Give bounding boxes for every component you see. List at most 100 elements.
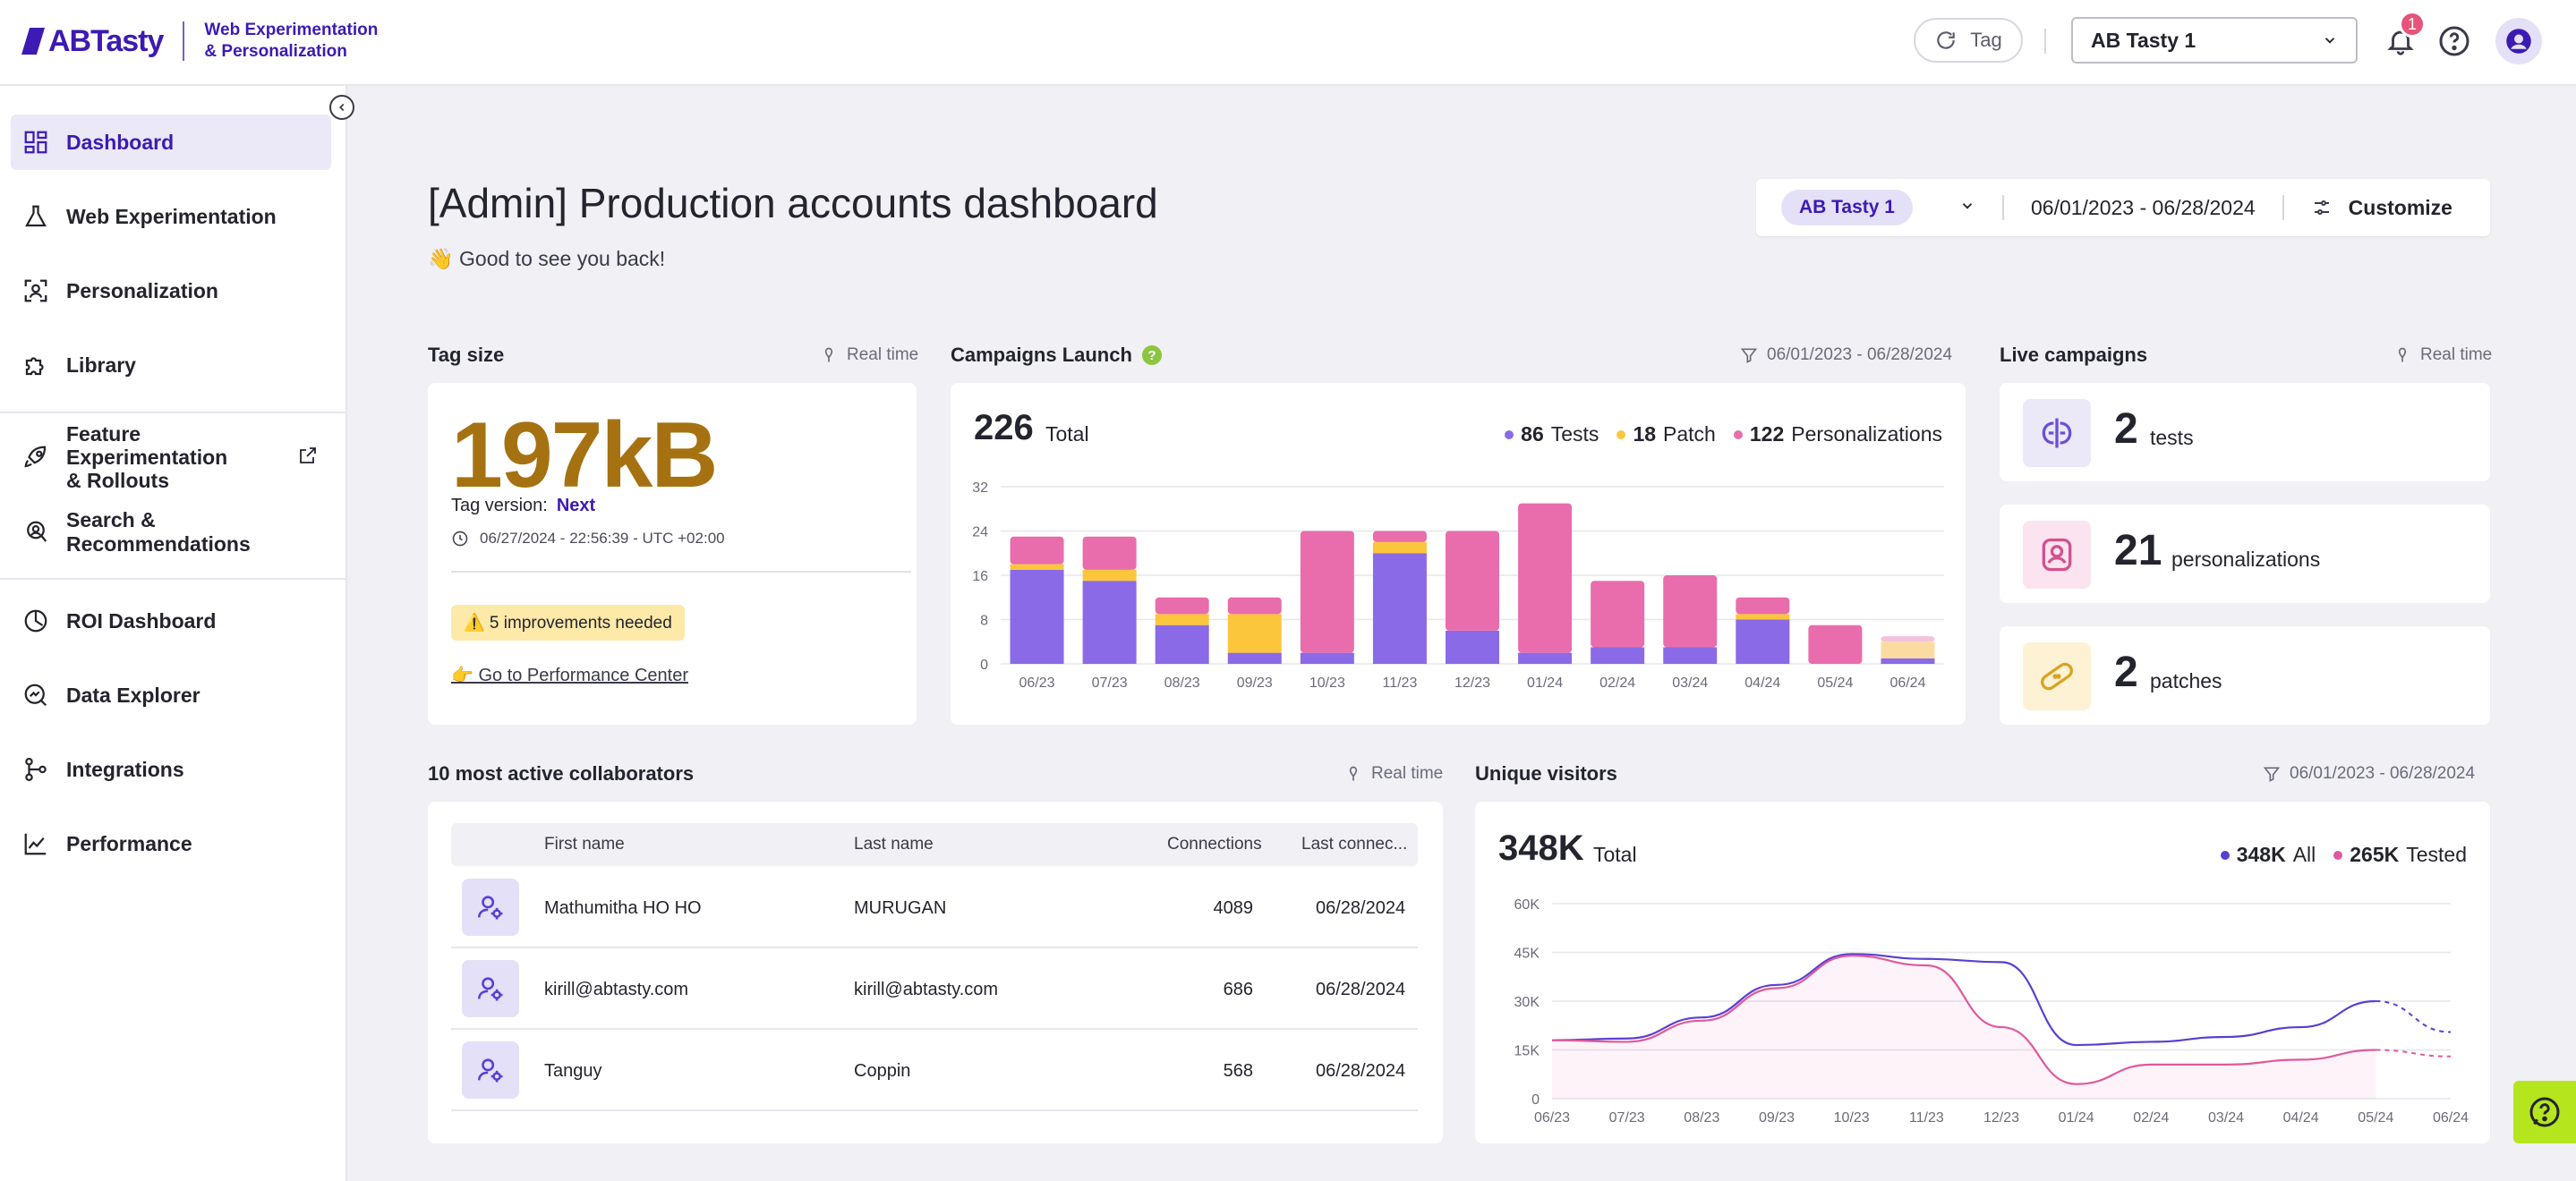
sidebar-item-library[interactable]: Library <box>11 337 331 393</box>
collaborators-card: First name Last name Connections Last co… <box>428 802 1443 1143</box>
y-tick-label: 0 <box>980 658 988 673</box>
top-bar: ABTasty Web Experimentation & Personaliz… <box>0 0 2576 86</box>
live-personalizations-card[interactable]: 21 personalizations <box>2000 505 2490 603</box>
pin-icon <box>1349 766 1358 781</box>
table-header: First name Last name Connections Last co… <box>451 823 1418 866</box>
table-row[interactable]: Tanguy Coppin 568 06/28/2024 <box>451 1031 1418 1111</box>
tag-size-card: 197kB Tag version: Next 06/27/2024 - 22:5… <box>428 383 917 725</box>
campaigns-launch-card: 226 Total 86 Tests 18 Patch 122 Personaliza… <box>951 383 1966 725</box>
bar-segment <box>1881 636 1935 642</box>
tagline-line-2: & Personalization <box>204 42 347 61</box>
live-tests-label: tests <box>2150 426 2194 449</box>
series-line <box>1551 953 2376 1047</box>
legend-label: Tests <box>1550 422 1599 446</box>
tag-size-value: 197kB <box>451 404 718 507</box>
sliders-icon <box>2314 200 2329 215</box>
campaigns-total-label: Total <box>1045 422 1089 446</box>
bar-segment <box>1372 531 1427 542</box>
filter-icon <box>2263 767 2281 782</box>
bar-segment <box>1372 553 1427 664</box>
rocket-icon <box>21 443 50 472</box>
visitors-date-filter: 06/01/2023 - 06/28/2024 <box>2263 764 2475 784</box>
floating-help-button[interactable] <box>2513 1081 2576 1143</box>
sidebar-item-label: Dashboard <box>66 130 175 154</box>
pin-icon <box>2398 347 2407 362</box>
pin-icon <box>824 347 833 362</box>
account-chip[interactable]: AB Tasty 1 <box>1781 190 1913 225</box>
sidebar-divider <box>0 412 345 413</box>
customize-button[interactable]: Customize <box>2311 196 2452 220</box>
help-icon[interactable]: ? <box>1141 344 1163 366</box>
table-row[interactable]: kirill@abtasty.com kirill@abtasty.com 68… <box>451 949 1418 1030</box>
sidebar-item-personalization[interactable]: Personalization <box>11 263 331 319</box>
live-tests-card[interactable]: 2 tests <box>2000 383 2490 481</box>
bar-segment <box>1010 536 1064 565</box>
y-tick-label: 60K <box>1514 897 1540 913</box>
bar-segment <box>1881 641 1935 658</box>
account-chip-dropdown[interactable] <box>1959 198 1975 218</box>
cell-last-connection: 06/28/2024 <box>1316 898 1406 918</box>
column-last-name[interactable]: Last name <box>854 835 934 854</box>
column-last-connection[interactable]: Last connec... <box>1301 835 1408 854</box>
legend-count: 86 <box>1521 422 1544 446</box>
cell-last-name: Coppin <box>854 1061 911 1081</box>
sidebar-item-label: Performance <box>66 831 192 855</box>
dashboard-filter-bar: AB Tasty 1 06/01/2023 - 06/28/2024 Custo… <box>1756 179 2490 236</box>
bar-segment <box>1227 597 1282 615</box>
realtime-label: Real time <box>847 345 919 364</box>
svg-text:?: ? <box>1147 348 1156 363</box>
legend-label: Tested <box>2406 843 2467 866</box>
clock-icon <box>452 531 468 547</box>
personalization-icon <box>2023 521 2091 589</box>
visitors-date-range: 06/01/2023 - 06/28/2024 <box>2290 764 2476 783</box>
tag-version-label: Tag version: <box>451 496 548 515</box>
bar-segment <box>1082 581 1137 664</box>
column-first-name[interactable]: First name <box>544 835 625 854</box>
sidebar-item-search-recommendations[interactable]: Search & Recommendations <box>11 505 331 560</box>
unique-visitors-card: 348K Total 348K All 265K Tested 0 15K 30K 45K… <box>1475 802 2490 1143</box>
y-tick-label: 30K <box>1514 995 1540 1010</box>
x-tick-label: 01/24 <box>1527 675 1563 691</box>
brand-tagline: Web Experimentation & Personalization <box>204 20 378 63</box>
legend-dot <box>1733 429 1743 439</box>
sidebar-item-data-explorer[interactable]: Data Explorer <box>11 667 331 723</box>
sidebar-divider <box>0 578 345 580</box>
legend-dot <box>1505 429 1514 439</box>
series-projection <box>2376 1000 2452 1033</box>
user-gear-icon <box>462 1041 519 1099</box>
legend-count: 348K <box>2236 843 2286 866</box>
brand-logo[interactable]: ABTasty Web Experimentation & Personaliz… <box>21 20 378 63</box>
tag-size-title: Tag size <box>428 344 504 367</box>
realtime-label: Real time <box>1371 764 1444 783</box>
column-connections[interactable]: Connections <box>1167 835 1262 854</box>
sidebar-item-web-experimentation[interactable]: Web Experimentation <box>11 189 331 244</box>
performance-center-link[interactable]: 👉 Go to Performance Center <box>451 666 689 685</box>
bar-segment <box>1300 531 1354 653</box>
table-row[interactable]: Mathumitha HO HO MURUGAN 4089 06/28/2024 <box>451 868 1418 948</box>
puzzle-icon <box>21 351 50 379</box>
x-tick-label: 08/23 <box>1684 1110 1719 1126</box>
live-patches-card[interactable]: 2 patches <box>2000 626 2490 725</box>
sidebar-collapse-button[interactable] <box>329 95 354 120</box>
clock-chart-icon <box>21 607 50 635</box>
x-tick-label: 04/24 <box>1744 675 1780 691</box>
tag-refresh-button[interactable]: Tag <box>1914 18 2023 63</box>
y-tick-label: 45K <box>1514 947 1540 962</box>
sidebar-item-dashboard[interactable]: Dashboard <box>11 115 331 170</box>
help-button[interactable] <box>2435 21 2474 61</box>
sidebar: Dashboard Web Experimentation Personaliz… <box>0 86 347 1181</box>
user-avatar[interactable] <box>2495 18 2542 64</box>
x-tick-label: 06/24 <box>1889 675 1925 691</box>
account-select[interactable]: AB Tasty 1 <box>2071 17 2358 64</box>
sidebar-item-feature-experimentation[interactable]: Feature Experimentation & Rollouts <box>11 422 331 492</box>
x-tick-label: 12/23 <box>1454 675 1490 691</box>
date-range-picker[interactable]: 06/01/2023 - 06/28/2024 <box>2030 195 2256 219</box>
bar-segment <box>1227 652 1282 664</box>
sidebar-item-roi-dashboard[interactable]: ROI Dashboard <box>11 593 331 649</box>
series-line <box>1551 955 2376 1085</box>
cell-last-connection: 06/28/2024 <box>1316 980 1406 999</box>
y-tick-label: 24 <box>972 525 988 540</box>
sidebar-item-integrations[interactable]: Integrations <box>11 742 331 797</box>
legend-dot <box>2220 850 2230 860</box>
sidebar-item-performance[interactable]: Performance <box>11 816 331 871</box>
